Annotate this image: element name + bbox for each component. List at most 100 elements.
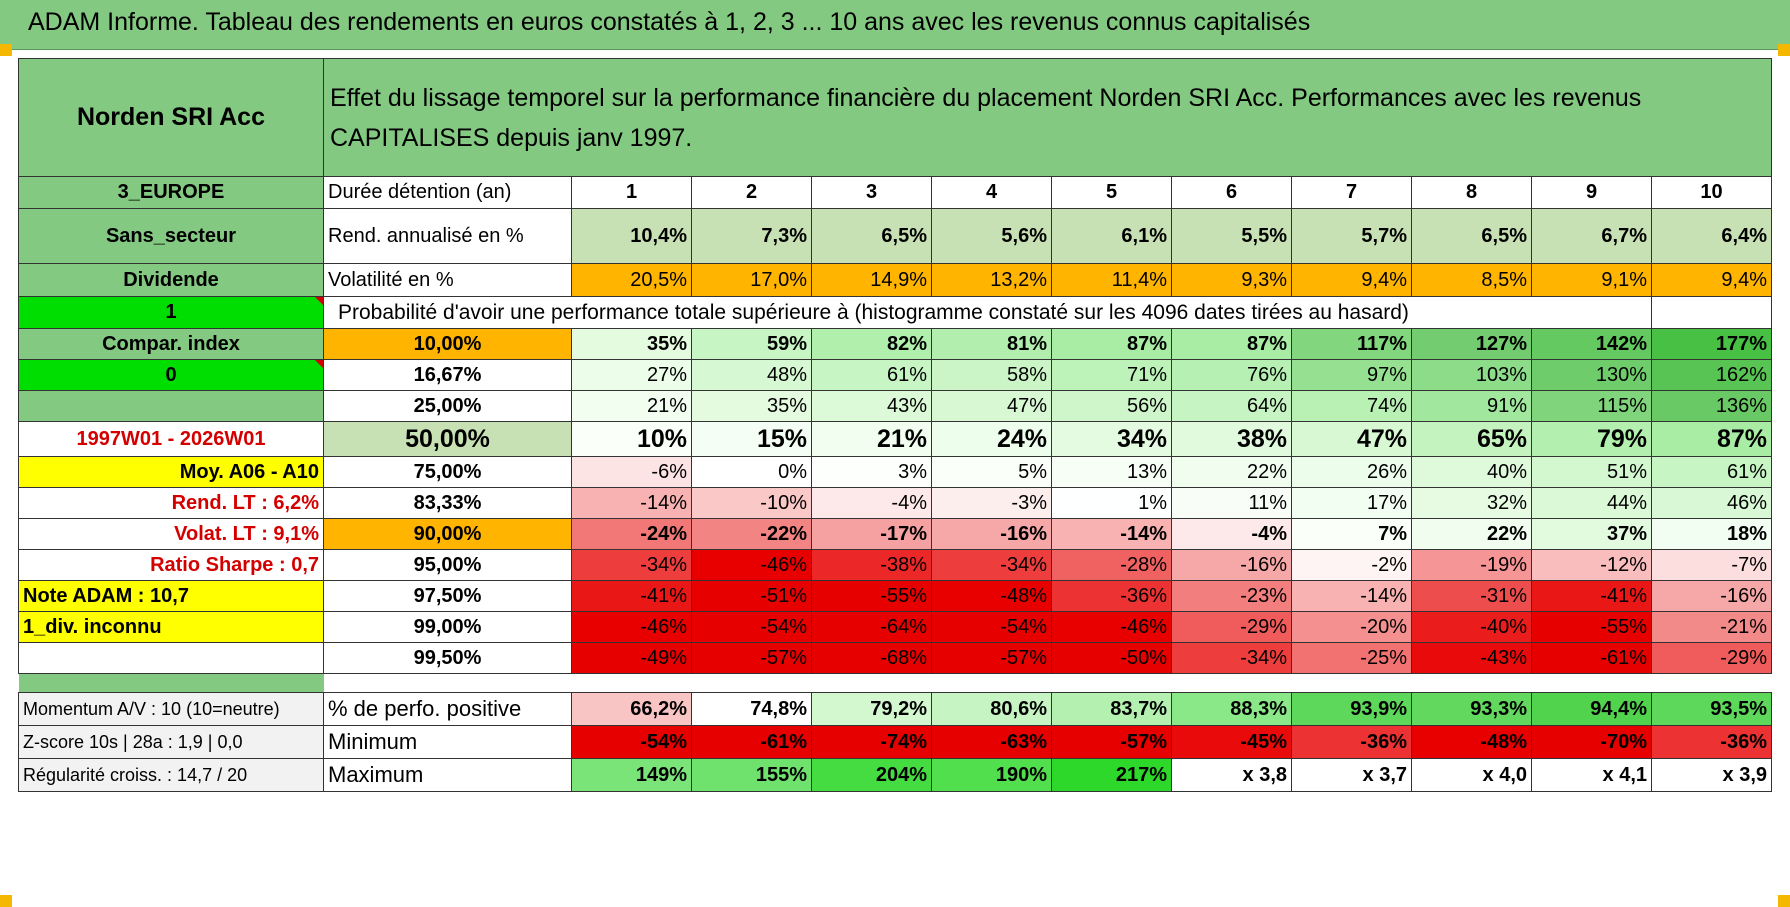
empty-cell bbox=[1651, 296, 1772, 329]
prob-cell: -34% bbox=[931, 549, 1052, 581]
threshold-cell: 25,00% bbox=[323, 390, 572, 422]
prob-cell: -36% bbox=[1051, 580, 1172, 612]
prob-cell: 162% bbox=[1651, 359, 1772, 391]
vol-cell: 9,1% bbox=[1531, 263, 1652, 297]
prob-cell: -55% bbox=[811, 580, 932, 612]
prob-cell: -50% bbox=[1051, 642, 1172, 674]
prob-heading-row: 1 Probabilité d'avoir une performance to… bbox=[18, 296, 1772, 329]
prob-cell: -40% bbox=[1411, 611, 1532, 643]
prob-cell: 21% bbox=[811, 421, 932, 457]
prob-cell: 32% bbox=[1411, 487, 1532, 519]
stat-label: % de perfo. positive bbox=[323, 692, 572, 726]
prob-cell: 58% bbox=[931, 359, 1052, 391]
threshold-cell: 75,00% bbox=[323, 456, 572, 488]
prob-cell: 51% bbox=[1531, 456, 1652, 488]
stat-label: Minimum bbox=[323, 725, 572, 759]
prob-cell: 97% bbox=[1291, 359, 1412, 391]
prob-cell: -41% bbox=[1531, 580, 1652, 612]
prob-cell: -34% bbox=[571, 549, 692, 581]
stat-cell: -54% bbox=[571, 725, 692, 759]
prob-cell: -57% bbox=[691, 642, 812, 674]
prob-cell: -29% bbox=[1171, 611, 1292, 643]
report-title: ADAM Informe. Tableau des rendements en … bbox=[28, 8, 1311, 36]
year-header: 3 bbox=[811, 176, 932, 209]
side-label-sharpe: Ratio Sharpe : 0,7 bbox=[18, 549, 324, 581]
vol-cell: 9,4% bbox=[1651, 263, 1772, 297]
prob-cell: -29% bbox=[1651, 642, 1772, 674]
description-row: Norden SRI Acc Effet du lissage temporel… bbox=[18, 58, 1772, 177]
prob-cell: 48% bbox=[691, 359, 812, 391]
prob-cell: -54% bbox=[691, 611, 812, 643]
prob-cell: -21% bbox=[1651, 611, 1772, 643]
rend-cell: 7,3% bbox=[691, 208, 812, 264]
prob-cell: 136% bbox=[1651, 390, 1772, 422]
separator-bar bbox=[18, 673, 324, 693]
prob-cell: -48% bbox=[931, 580, 1052, 612]
stat-cell: 217% bbox=[1051, 758, 1172, 792]
prob-cell: 17% bbox=[1291, 487, 1412, 519]
stat-cell: 79,2% bbox=[811, 692, 932, 726]
prob-row: 1997W01 - 2026W01 50,00% 10% 15% 21% 24% 34% 38… bbox=[18, 421, 1772, 457]
year-header: 10 bbox=[1651, 176, 1772, 209]
rend-cell: 5,5% bbox=[1171, 208, 1292, 264]
prob-cell: -49% bbox=[571, 642, 692, 674]
prob-cell: -46% bbox=[1051, 611, 1172, 643]
side-label-blank bbox=[18, 390, 324, 422]
title-bar: ADAM Informe. Tableau des rendements en … bbox=[0, 0, 1790, 50]
vol-row: Dividende Volatilité en % 20,5% 17,0% 14,9… bbox=[18, 263, 1772, 297]
stat-cell: -36% bbox=[1651, 725, 1772, 759]
prob-cell: 177% bbox=[1651, 328, 1772, 360]
prob-cell: 87% bbox=[1171, 328, 1292, 360]
prob-cell: 24% bbox=[931, 421, 1052, 457]
stat-cell: 204% bbox=[811, 758, 932, 792]
prob-cell: -4% bbox=[1171, 518, 1292, 550]
prob-cell: 0% bbox=[691, 456, 812, 488]
prob-cell: -38% bbox=[811, 549, 932, 581]
vol-cell: 13,2% bbox=[931, 263, 1052, 297]
flag-one: 1 bbox=[18, 296, 324, 329]
prob-row: Note ADAM : 10,7 97,50% -41% -51% -55% -48% -3… bbox=[18, 580, 1772, 612]
prob-cell: 47% bbox=[1291, 421, 1412, 457]
stat-cell: 190% bbox=[931, 758, 1052, 792]
stat-cell: 93,3% bbox=[1411, 692, 1532, 726]
prob-cell: 35% bbox=[691, 390, 812, 422]
prob-cell: -46% bbox=[691, 549, 812, 581]
prob-cell: 22% bbox=[1171, 456, 1292, 488]
threshold-cell: 99,50% bbox=[323, 642, 572, 674]
corner-marker bbox=[0, 895, 12, 907]
region-label: 3_EUROPE bbox=[18, 176, 324, 209]
stat-cell: x 4,0 bbox=[1411, 758, 1532, 792]
prob-cell: 87% bbox=[1051, 328, 1172, 360]
prob-cell: 40% bbox=[1411, 456, 1532, 488]
stat-cell: 66,2% bbox=[571, 692, 692, 726]
years-row-label: Durée détention (an) bbox=[323, 176, 572, 209]
prob-cell: 35% bbox=[571, 328, 692, 360]
threshold-cell: 10,00% bbox=[323, 328, 572, 360]
stat-cell: -63% bbox=[931, 725, 1052, 759]
prob-cell: -43% bbox=[1411, 642, 1532, 674]
prob-cell: -16% bbox=[1651, 580, 1772, 612]
prob-cell: 87% bbox=[1651, 421, 1772, 457]
stat-cell: 88,3% bbox=[1171, 692, 1292, 726]
stat-side-label: Z-score 10s | 28a : 1,9 | 0,0 bbox=[18, 725, 324, 759]
stat-cell: -61% bbox=[691, 725, 812, 759]
prob-cell: 82% bbox=[811, 328, 932, 360]
side-label-period: 1997W01 - 2026W01 bbox=[18, 421, 324, 457]
prob-row: Moy. A06 - A10 75,00% -6% 0% 3% 5% 13% 22% 26% 40… bbox=[18, 456, 1772, 488]
stat-cell: x 3,9 bbox=[1651, 758, 1772, 792]
rend-cell: 10,4% bbox=[571, 208, 692, 264]
prob-cell: 37% bbox=[1531, 518, 1652, 550]
vol-row-label: Volatilité en % bbox=[323, 263, 572, 297]
prob-cell: 26% bbox=[1291, 456, 1412, 488]
stat-cell: 93,9% bbox=[1291, 692, 1412, 726]
prob-cell: 44% bbox=[1531, 487, 1652, 519]
threshold-cell: 99,00% bbox=[323, 611, 572, 643]
threshold-cell: 97,50% bbox=[323, 580, 572, 612]
side-label-moy: Moy. A06 - A10 bbox=[18, 456, 324, 488]
prob-cell: 34% bbox=[1051, 421, 1172, 457]
prob-cell: -14% bbox=[1291, 580, 1412, 612]
prob-cell: -3% bbox=[931, 487, 1052, 519]
vol-cell: 8,5% bbox=[1411, 263, 1532, 297]
prob-cell: -7% bbox=[1651, 549, 1772, 581]
